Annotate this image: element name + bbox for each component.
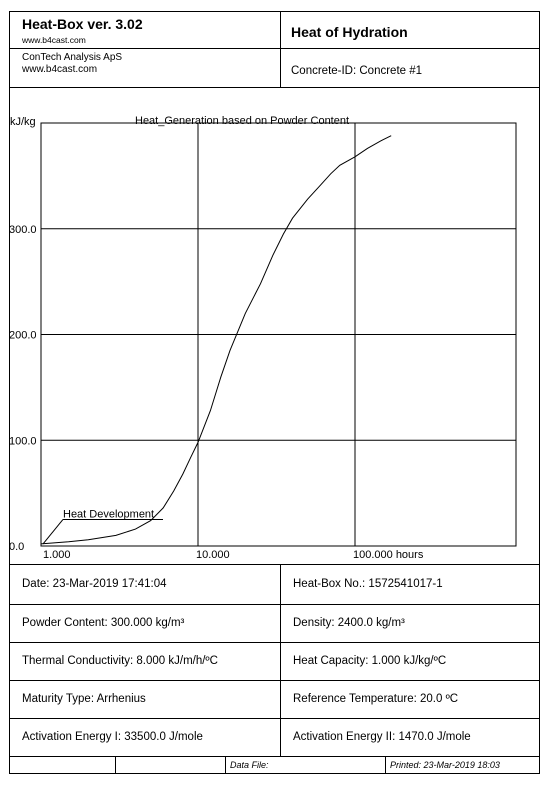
x-tick-label-2: 100.000 hours [353, 549, 424, 561]
chart-annotations: Heat Development [42, 508, 163, 545]
fields-divider-1 [9, 604, 540, 605]
footer-vdivider-1 [115, 756, 116, 774]
header-divider-1 [9, 48, 540, 49]
fields-divider-4 [9, 718, 540, 719]
report-frame [9, 11, 540, 774]
fields-divider-3 [9, 680, 540, 681]
company-name: ConTech Analysis ApS [22, 52, 123, 63]
fields-vdivider [280, 564, 281, 756]
printed-date: Printed: 23-Mar-2019 18:03 [390, 760, 500, 770]
annotation-pointer-0 [42, 519, 64, 545]
footer-vdivider-3 [385, 756, 386, 774]
data-file-label: Data File: [230, 760, 269, 770]
powder-content-field: Powder Content: 300.000 kg/m³ [22, 617, 185, 629]
plot-area [40, 122, 517, 547]
fields-divider-2 [9, 642, 540, 643]
heat-capacity-field: Heat Capacity: 1.000 kJ/kg/ºC [293, 655, 447, 667]
y-tick-label-1: 100.0 [9, 435, 37, 447]
y-tick-labels: 0.0 100.0 200.0 300.0 [9, 224, 37, 553]
heat-curve-line [40, 135, 392, 545]
app-url: www.b4cast.com [22, 35, 86, 45]
y-tick-label-0: 0.0 [9, 541, 24, 553]
y-tick-label-3: 300.0 [9, 224, 37, 236]
y-axis-label: kJ/kg [10, 116, 36, 128]
chart-grid [41, 123, 516, 546]
annotation-label-0: Heat Development [63, 508, 154, 520]
reference-temperature-field: Reference Temperature: 20.0 ºC [293, 693, 459, 705]
x-tick-label-0: 1.000 [43, 549, 71, 561]
activation-energy-1-field: Activation Energy I: 33500.0 J/mole [22, 731, 203, 743]
company-url: www.b4cast.com [22, 64, 98, 75]
thermal-conductivity-field: Thermal Conductivity: 8.000 kJ/m/h/ºC [22, 655, 218, 667]
activation-energy-2-field: Activation Energy II: 1470.0 J/mole [293, 731, 471, 743]
fields-top-divider [9, 564, 540, 565]
report-title: Heat of Hydration [291, 24, 408, 40]
concrete-id: Concrete-ID: Concrete #1 [291, 65, 423, 77]
chart-title: Heat_Generation based on Powder Content [135, 115, 349, 127]
fields-divider-5 [9, 756, 540, 757]
date-field: Date: 23-Mar-2019 17:41:04 [22, 578, 167, 590]
maturity-type-field: Maturity Type: Arrhenius [22, 693, 146, 705]
x-tick-label-1: 10.000 [196, 549, 230, 561]
header-divider-2 [9, 87, 540, 88]
x-tick-labels: 1.000 10.000 100.000 hours [43, 549, 424, 561]
density-field: Density: 2400.0 kg/m³ [293, 617, 405, 629]
y-tick-label-2: 200.0 [9, 330, 37, 342]
header-vdivider [280, 11, 281, 88]
heatbox-number-field: Heat-Box No.: 1572541017-1 [293, 578, 443, 590]
footer-vdivider-2 [225, 756, 226, 774]
app-title: Heat-Box ver. 3.02 [22, 16, 143, 32]
